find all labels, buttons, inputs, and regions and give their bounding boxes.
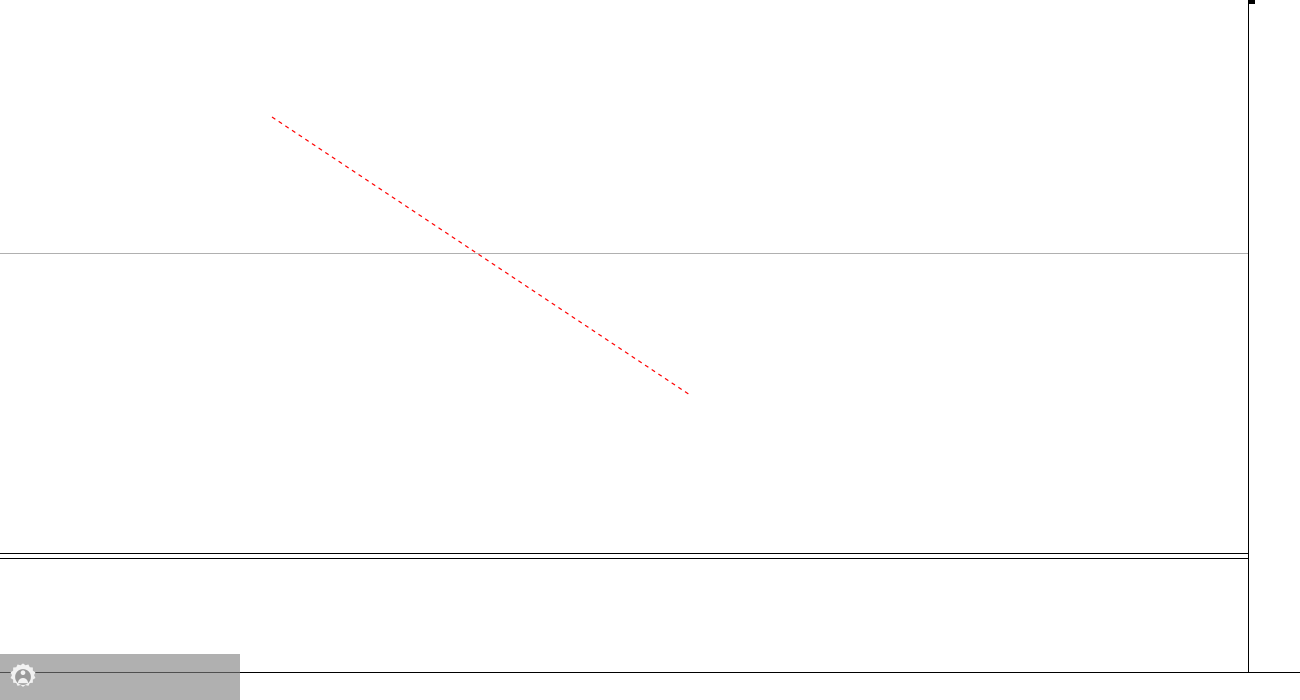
current-price-tag bbox=[1249, 0, 1255, 4]
price-plot-svg bbox=[0, 116, 1248, 396]
price-chart-pane[interactable] bbox=[0, 0, 1248, 556]
descending-dashed-trendline bbox=[271, 116, 691, 396]
pane-divider bbox=[0, 553, 1248, 554]
price-axis[interactable] bbox=[1248, 0, 1300, 672]
gear-person-icon bbox=[8, 662, 38, 692]
instaforex-watermark bbox=[0, 654, 240, 700]
